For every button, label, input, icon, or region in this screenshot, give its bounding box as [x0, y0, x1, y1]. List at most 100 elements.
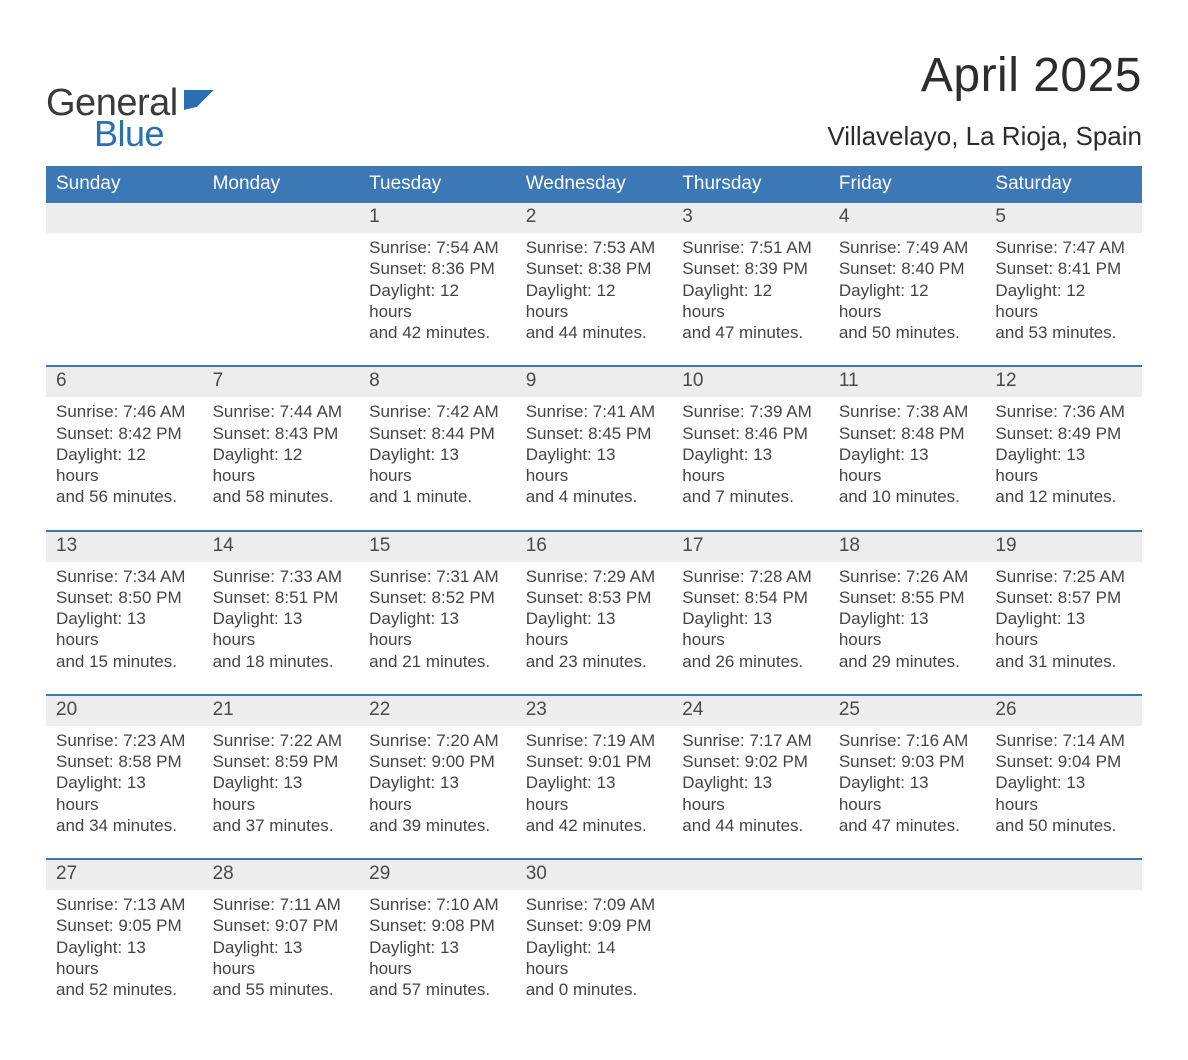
- day-cell: Sunrise: 7:17 AMSunset: 9:02 PMDaylight:…: [672, 726, 829, 836]
- day-cell: Sunrise: 7:44 AMSunset: 8:43 PMDaylight:…: [203, 397, 360, 507]
- day-info-line: Sunset: 8:52 PM: [369, 587, 506, 608]
- day-info-line: Sunrise: 7:51 AM: [682, 237, 819, 258]
- day-info-line: Daylight: 12 hours: [839, 280, 976, 323]
- day-info-line: and 12 minutes.: [995, 486, 1132, 507]
- day-info-line: Daylight: 14 hours: [526, 937, 663, 980]
- day-info-line: and 29 minutes.: [839, 651, 976, 672]
- weeks-container: 12345Sunrise: 7:54 AMSunset: 8:36 PMDayl…: [46, 203, 1142, 1000]
- date-number: [203, 203, 360, 233]
- day-info-line: Daylight: 12 hours: [56, 444, 193, 487]
- day-info-line: Sunset: 9:09 PM: [526, 915, 663, 936]
- day-info-line: Sunrise: 7:10 AM: [369, 894, 506, 915]
- day-info-line: Sunset: 8:42 PM: [56, 423, 193, 444]
- day-info-line: and 10 minutes.: [839, 486, 976, 507]
- week-row: 13141516171819Sunrise: 7:34 AMSunset: 8:…: [46, 530, 1142, 672]
- dow-cell: Tuesday: [359, 166, 516, 203]
- day-info-line: Sunset: 9:07 PM: [213, 915, 350, 936]
- date-number: [672, 860, 829, 890]
- date-number: 11: [829, 367, 986, 397]
- day-info-line: Sunset: 8:44 PM: [369, 423, 506, 444]
- day-info-line: Daylight: 13 hours: [213, 608, 350, 651]
- day-info-line: Sunset: 8:36 PM: [369, 258, 506, 279]
- dow-cell: Thursday: [672, 166, 829, 203]
- day-info-line: Daylight: 13 hours: [56, 608, 193, 651]
- day-info-line: and 0 minutes.: [526, 979, 663, 1000]
- day-cell: Sunrise: 7:11 AMSunset: 9:07 PMDaylight:…: [203, 890, 360, 1000]
- day-cell: Sunrise: 7:34 AMSunset: 8:50 PMDaylight:…: [46, 562, 203, 672]
- day-info-line: Daylight: 13 hours: [526, 608, 663, 651]
- day-cell: Sunrise: 7:20 AMSunset: 9:00 PMDaylight:…: [359, 726, 516, 836]
- logo-text: General Blue: [46, 84, 178, 152]
- week-row: 20212223242526Sunrise: 7:23 AMSunset: 8:…: [46, 694, 1142, 836]
- day-body-row: Sunrise: 7:13 AMSunset: 9:05 PMDaylight:…: [46, 890, 1142, 1000]
- day-info-line: Sunset: 8:39 PM: [682, 258, 819, 279]
- date-number: 13: [46, 532, 203, 562]
- date-number-row: 13141516171819: [46, 532, 1142, 562]
- day-info-line: and 1 minute.: [369, 486, 506, 507]
- day-info-line: Sunrise: 7:23 AM: [56, 730, 193, 751]
- day-info-line: Sunrise: 7:13 AM: [56, 894, 193, 915]
- day-info-line: Daylight: 13 hours: [995, 608, 1132, 651]
- day-info-line: and 23 minutes.: [526, 651, 663, 672]
- day-info-line: and 47 minutes.: [682, 322, 819, 343]
- day-info-line: Sunrise: 7:19 AM: [526, 730, 663, 751]
- day-body-row: Sunrise: 7:46 AMSunset: 8:42 PMDaylight:…: [46, 397, 1142, 507]
- day-info-line: and 47 minutes.: [839, 815, 976, 836]
- dow-cell: Friday: [829, 166, 986, 203]
- day-cell: Sunrise: 7:31 AMSunset: 8:52 PMDaylight:…: [359, 562, 516, 672]
- day-info-line: Sunrise: 7:53 AM: [526, 237, 663, 258]
- day-info-line: Sunset: 8:57 PM: [995, 587, 1132, 608]
- day-cell: Sunrise: 7:25 AMSunset: 8:57 PMDaylight:…: [985, 562, 1142, 672]
- date-number: 21: [203, 696, 360, 726]
- day-info-line: Sunrise: 7:09 AM: [526, 894, 663, 915]
- day-cell: Sunrise: 7:41 AMSunset: 8:45 PMDaylight:…: [516, 397, 673, 507]
- day-info-line: Daylight: 13 hours: [213, 772, 350, 815]
- day-info-line: Daylight: 13 hours: [682, 444, 819, 487]
- day-info-line: Daylight: 13 hours: [56, 937, 193, 980]
- day-info-line: Daylight: 13 hours: [213, 937, 350, 980]
- date-number-row: 27282930: [46, 860, 1142, 890]
- day-info-line: Sunset: 9:08 PM: [369, 915, 506, 936]
- day-info-line: and 15 minutes.: [56, 651, 193, 672]
- day-info-line: and 53 minutes.: [995, 322, 1132, 343]
- date-number: 30: [516, 860, 673, 890]
- day-info-line: Daylight: 13 hours: [995, 772, 1132, 815]
- day-info-line: Sunset: 8:40 PM: [839, 258, 976, 279]
- day-cell: Sunrise: 7:33 AMSunset: 8:51 PMDaylight:…: [203, 562, 360, 672]
- day-cell: Sunrise: 7:36 AMSunset: 8:49 PMDaylight:…: [985, 397, 1142, 507]
- day-info-line: Sunrise: 7:47 AM: [995, 237, 1132, 258]
- day-info-line: Daylight: 13 hours: [839, 772, 976, 815]
- day-info-line: Sunrise: 7:46 AM: [56, 401, 193, 422]
- dow-cell: Wednesday: [516, 166, 673, 203]
- day-info-line: Sunset: 8:38 PM: [526, 258, 663, 279]
- day-body-row: Sunrise: 7:54 AMSunset: 8:36 PMDaylight:…: [46, 233, 1142, 343]
- day-info-line: and 18 minutes.: [213, 651, 350, 672]
- day-cell: Sunrise: 7:13 AMSunset: 9:05 PMDaylight:…: [46, 890, 203, 1000]
- day-cell: Sunrise: 7:29 AMSunset: 8:53 PMDaylight:…: [516, 562, 673, 672]
- day-body-row: Sunrise: 7:34 AMSunset: 8:50 PMDaylight:…: [46, 562, 1142, 672]
- day-info-line: Sunset: 8:55 PM: [839, 587, 976, 608]
- day-info-line: Sunset: 9:03 PM: [839, 751, 976, 772]
- day-cell: Sunrise: 7:28 AMSunset: 8:54 PMDaylight:…: [672, 562, 829, 672]
- day-info-line: and 52 minutes.: [56, 979, 193, 1000]
- day-cell: Sunrise: 7:42 AMSunset: 8:44 PMDaylight:…: [359, 397, 516, 507]
- day-info-line: Daylight: 12 hours: [995, 280, 1132, 323]
- day-cell: Sunrise: 7:26 AMSunset: 8:55 PMDaylight:…: [829, 562, 986, 672]
- day-cell: Sunrise: 7:14 AMSunset: 9:04 PMDaylight:…: [985, 726, 1142, 836]
- date-number: 2: [516, 203, 673, 233]
- day-info-line: and 37 minutes.: [213, 815, 350, 836]
- logo: General Blue: [46, 84, 218, 152]
- day-info-line: and 57 minutes.: [369, 979, 506, 1000]
- dow-cell: Sunday: [46, 166, 203, 203]
- day-info-line: Sunrise: 7:49 AM: [839, 237, 976, 258]
- day-info-line: Sunrise: 7:20 AM: [369, 730, 506, 751]
- week-row: 12345Sunrise: 7:54 AMSunset: 8:36 PMDayl…: [46, 203, 1142, 343]
- day-info-line: Sunrise: 7:31 AM: [369, 566, 506, 587]
- day-info-line: Sunrise: 7:42 AM: [369, 401, 506, 422]
- day-info-line: Sunrise: 7:41 AM: [526, 401, 663, 422]
- date-number-row: 6789101112: [46, 367, 1142, 397]
- day-info-line: Sunset: 8:49 PM: [995, 423, 1132, 444]
- day-info-line: Sunset: 8:51 PM: [213, 587, 350, 608]
- day-info-line: Daylight: 13 hours: [369, 772, 506, 815]
- day-info-line: Sunset: 9:00 PM: [369, 751, 506, 772]
